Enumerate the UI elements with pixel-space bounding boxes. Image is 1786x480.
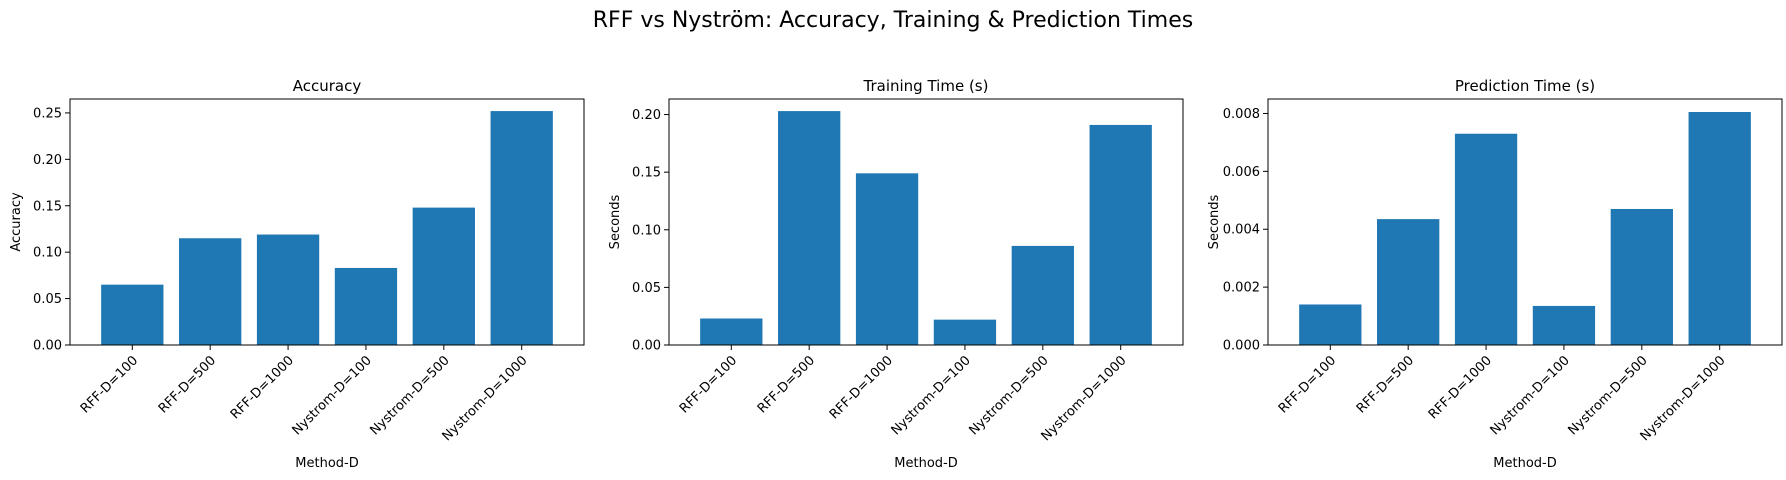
x-tick-label: RFF-D=500	[755, 353, 818, 416]
y-tick-label: 0.20	[33, 153, 62, 168]
axes-frame	[668, 98, 1184, 346]
axes-frame	[69, 98, 585, 346]
y-tick-label: 0.00	[33, 339, 62, 354]
y-tick-label: 0.05	[33, 292, 62, 307]
bar-RFF-D=100	[1299, 304, 1362, 345]
y-axis-label: Accuracy	[9, 192, 24, 252]
y-tick-label: 0.00	[632, 339, 661, 354]
x-tick-label: Nystrom-D=100	[290, 353, 375, 438]
y-tick-label: 0.008	[1223, 107, 1260, 122]
bar-Nystrom-D=1000	[1688, 112, 1751, 346]
x-tick-label: Nystrom-D=1000	[1039, 353, 1130, 444]
bar-Nystrom-D=500	[1011, 245, 1074, 345]
x-axis-label: Method-D	[295, 456, 358, 471]
x-tick-label: Nystrom-D=100	[1488, 353, 1573, 438]
bar-RFF-D=100	[101, 284, 164, 345]
x-tick-label: RFF-D=100	[78, 353, 141, 416]
bar-RFF-D=1000	[855, 173, 919, 345]
y-tick-label: 0.20	[632, 108, 661, 123]
bar-Nystrom-D=100	[334, 267, 398, 345]
chart-title: Training Time (s)	[863, 77, 989, 95]
x-tick-label: RFF-D=1000	[827, 353, 896, 422]
x-axis-label: Method-D	[894, 456, 957, 471]
x-tick-label: Nystrom-D=500	[368, 353, 453, 438]
x-axis-label: Method-D	[1493, 456, 1556, 471]
x-tick-label: RFF-D=1000	[228, 353, 297, 422]
y-tick-label: 0.000	[1223, 339, 1260, 354]
y-tick-label: 0.15	[632, 166, 661, 181]
chart-2: 0.00 0.05 0.10 0.15 0.20 RFF-D=100 RFF-D=500 RF…	[608, 77, 1184, 471]
bar-Nystrom-D=500	[1610, 208, 1673, 345]
y-axis-label: Seconds	[1207, 194, 1222, 249]
figure-title: RFF vs Nyström: Accuracy, Training & Pre…	[593, 8, 1193, 33]
x-tick-label: RFF-D=1000	[1426, 353, 1495, 422]
x-tick-label: Nystrom-D=1000	[440, 353, 531, 444]
chart-1: 0.00 0.05 0.10 0.15 0.20 0.25 RFF-D=100 RFF-D=5…	[9, 77, 585, 471]
x-tick-label: Nystrom-D=500	[1566, 353, 1651, 438]
y-tick-label: 0.10	[632, 223, 661, 238]
y-tick-label: 0.15	[33, 199, 62, 214]
y-tick-label: 0.10	[33, 246, 62, 261]
x-tick-label: RFF-D=500	[1354, 353, 1417, 416]
x-tick-label: Nystrom-D=100	[889, 353, 974, 438]
bar-Nystrom-D=1000	[1089, 124, 1152, 346]
x-tick-label: Nystrom-D=500	[967, 353, 1052, 438]
x-tick-label: RFF-D=100	[1276, 353, 1339, 416]
chart-title: Accuracy	[293, 77, 362, 95]
bar-Nystrom-D=100	[1532, 305, 1596, 345]
bar-RFF-D=500	[179, 238, 242, 345]
bar-RFF-D=1000	[256, 234, 320, 345]
x-tick-label: RFF-D=100	[677, 353, 740, 416]
bar-RFF-D=500	[778, 111, 841, 345]
y-tick-label: 0.25	[33, 106, 62, 121]
bar-Nystrom-D=500	[412, 207, 475, 345]
bar-Nystrom-D=1000	[490, 111, 553, 345]
bar-RFF-D=1000	[1454, 133, 1518, 345]
y-tick-label: 0.006	[1223, 165, 1260, 180]
y-tick-label: 0.002	[1223, 281, 1260, 296]
x-tick-label: RFF-D=500	[156, 353, 219, 416]
y-axis-label: Seconds	[608, 194, 623, 249]
chart-title: Prediction Time (s)	[1455, 77, 1595, 95]
x-tick-label: Nystrom-D=1000	[1638, 353, 1729, 444]
axes-frame	[1267, 98, 1783, 346]
bar-RFF-D=500	[1377, 219, 1440, 345]
bar-Nystrom-D=100	[933, 319, 997, 345]
y-tick-label: 0.05	[632, 281, 661, 296]
bar-RFF-D=100	[700, 318, 763, 345]
y-tick-label: 0.004	[1223, 223, 1260, 238]
